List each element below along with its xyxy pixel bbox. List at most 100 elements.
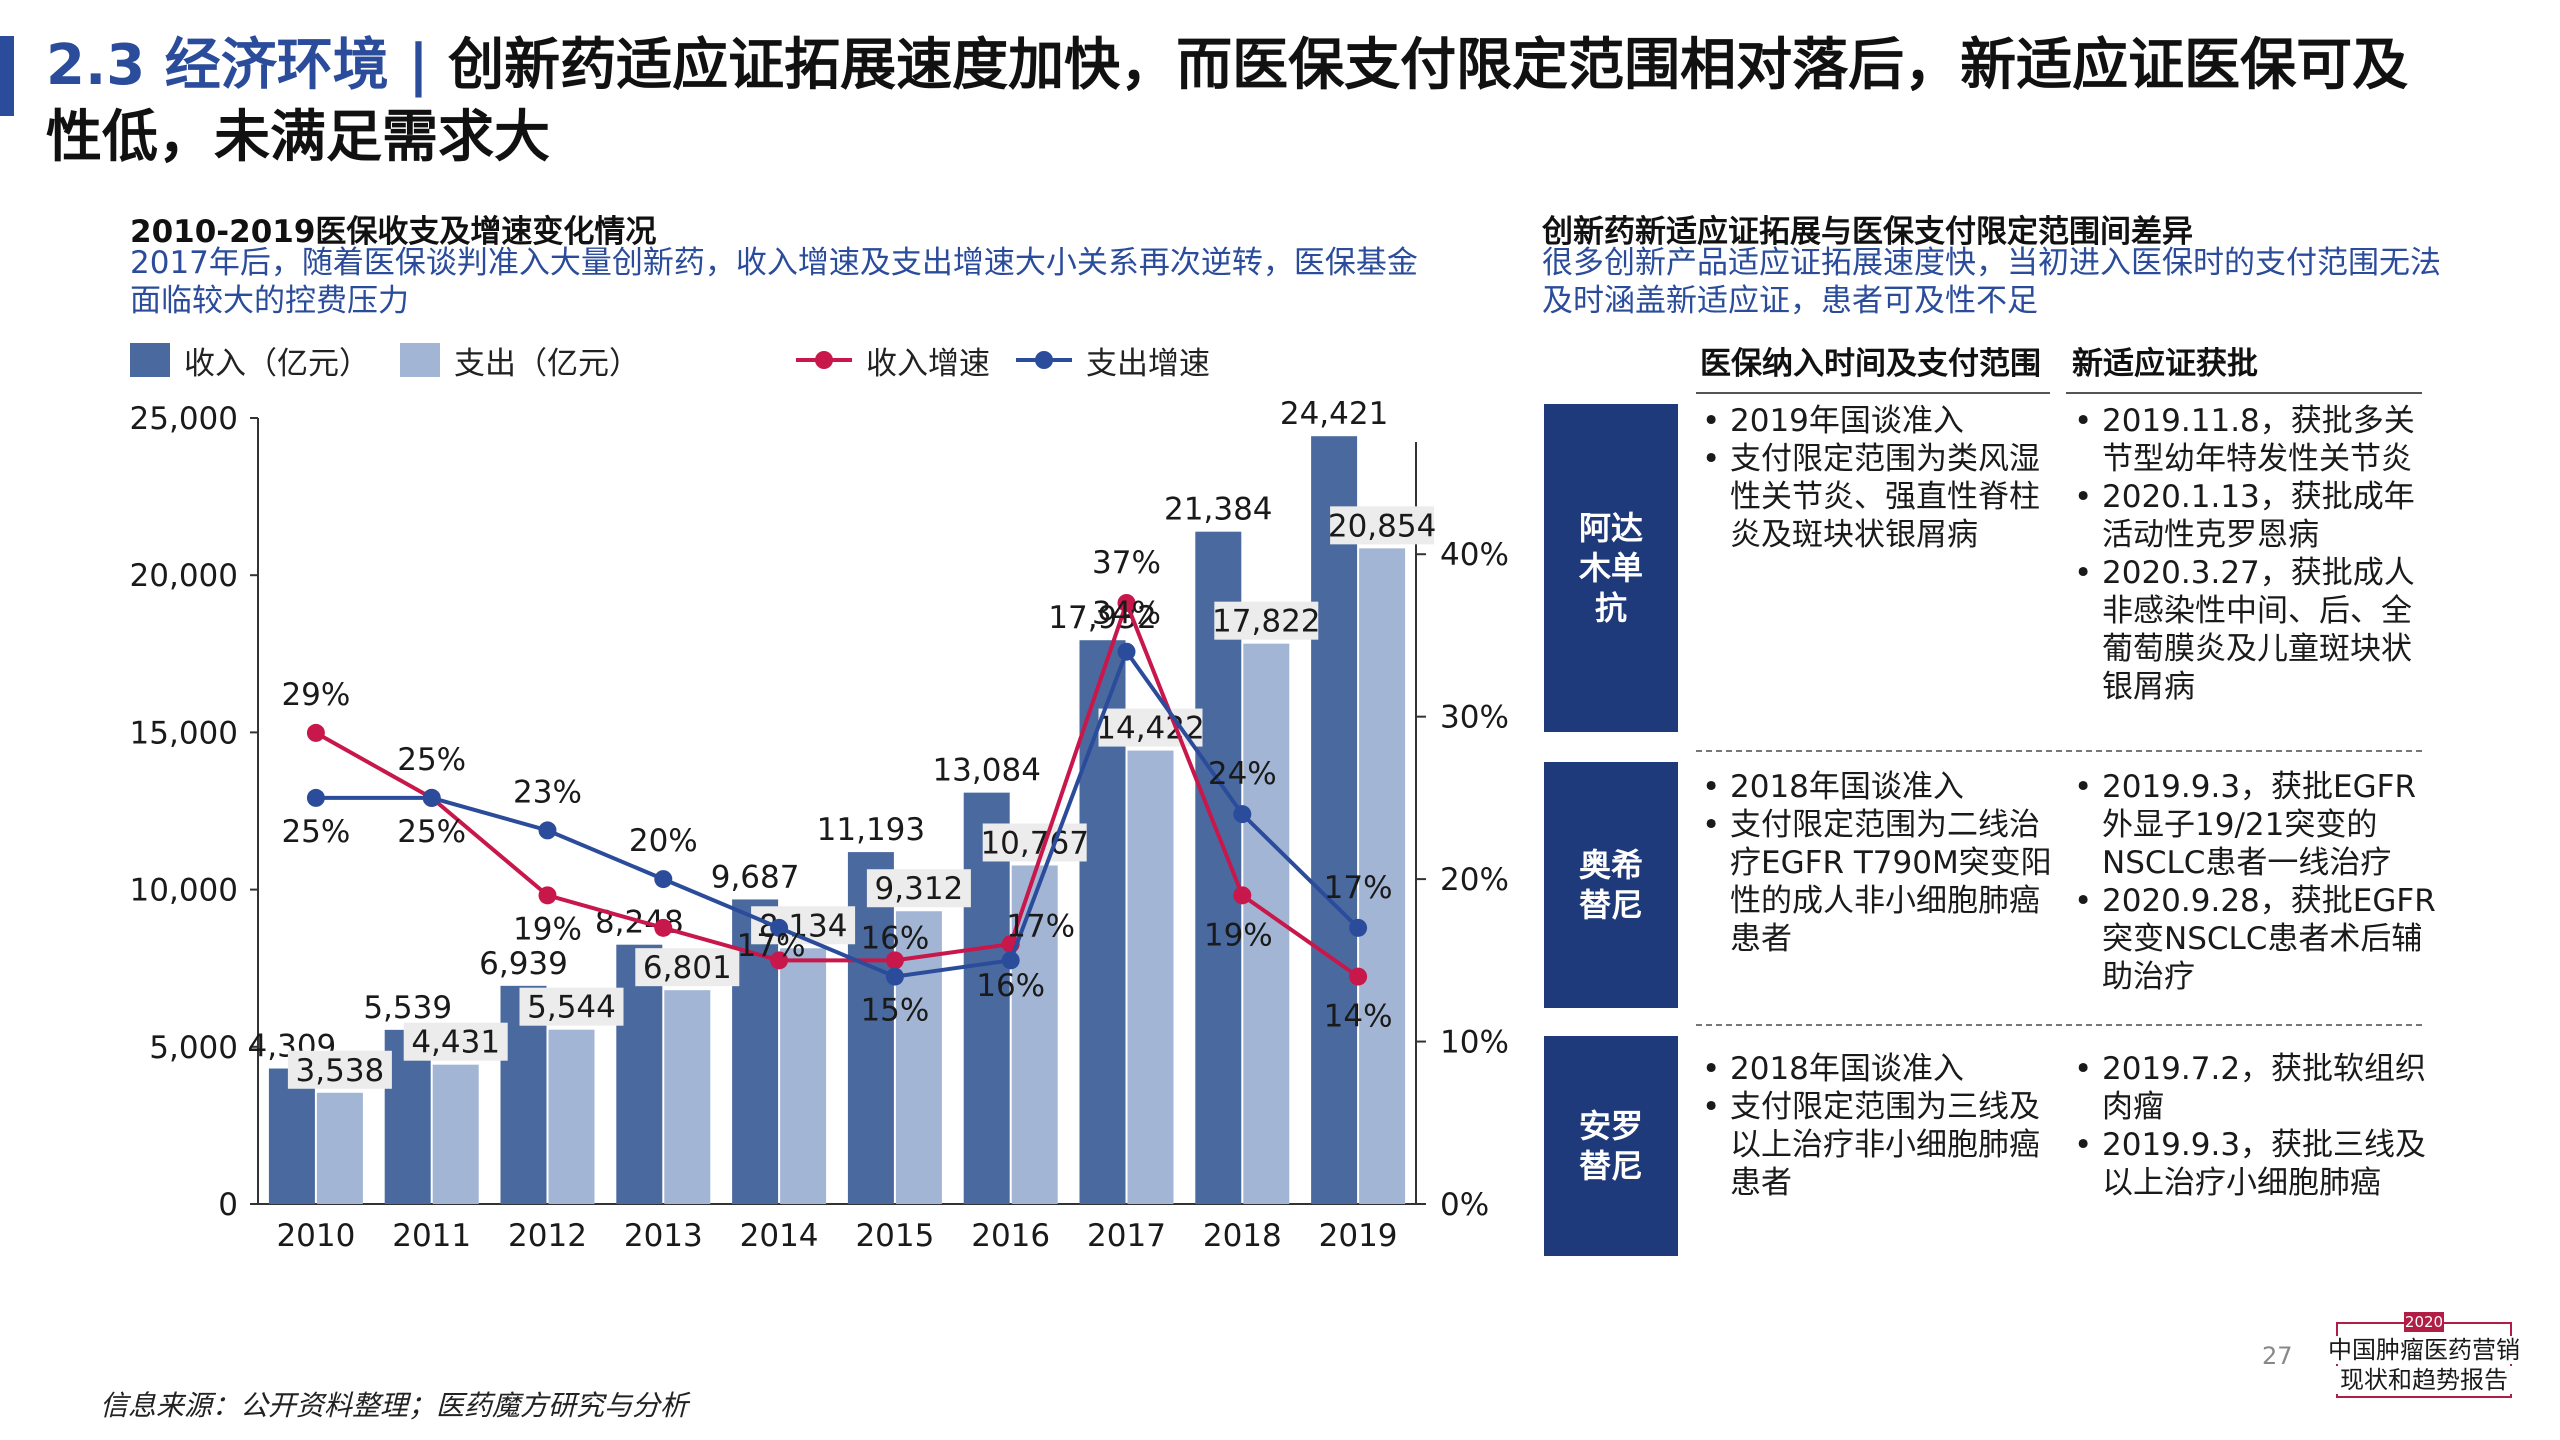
- drug-anlotinib: 安罗替尼: [1544, 1036, 1678, 1256]
- expense-label-bg: [635, 948, 740, 987]
- income-bar: [1195, 531, 1242, 1204]
- expense-growth-point: [306, 788, 325, 807]
- expense-value-label: 5,544: [527, 990, 616, 1026]
- report-logo: 2020 中国肿瘤医药营销 现状和趋势报告: [2328, 1312, 2520, 1400]
- y-tick-label-right: 0%: [1440, 1187, 1489, 1223]
- expense-label-bg: [1214, 601, 1319, 640]
- row2-approvals: 2019.9.3，获批EGFR外显子19/21突变的NSCLC患者一线治疗 20…: [2070, 768, 2436, 996]
- right-title: 创新药新适应证拓展与医保支付限定范围间差异: [1542, 214, 2193, 250]
- list-item: 2019.7.2，获批软组织肉瘤: [2070, 1050, 2436, 1126]
- expense-growth-point: [1117, 642, 1136, 661]
- legend-income-growth: 收入增速: [796, 340, 990, 382]
- legend-expense-swatch: [400, 343, 440, 377]
- income-value-label: 5,539: [363, 990, 452, 1026]
- list-item: 2019.11.8，获批多关节型幼年特发性关节炎: [2070, 402, 2436, 478]
- income-value-label: 13,084: [932, 753, 1040, 789]
- expense-growth-point: [654, 870, 673, 889]
- y-tick-label-right: 10%: [1440, 1025, 1509, 1061]
- expense-growth-label: 16%: [860, 921, 929, 957]
- income-growth-point: [885, 951, 904, 970]
- legend-income-label: 收入（亿元）: [184, 345, 370, 382]
- page-title: 2.3 经济环境 | 创新药适应证拓展速度加快，而医保支付限定范围相对落后，新适…: [46, 30, 2446, 174]
- list-item: 2019.9.3，获批EGFR外显子19/21突变的NSCLC患者一线治疗: [2070, 768, 2436, 882]
- expense-growth-label: 17%: [737, 928, 806, 964]
- drug-osimertinib: 奥希替尼: [1544, 762, 1678, 1008]
- income-growth-label: 15%: [860, 992, 929, 1028]
- expense-label-bg: [1330, 506, 1435, 545]
- expense-bar: [1359, 548, 1406, 1204]
- expense-value-label: 17,822: [1212, 604, 1320, 640]
- x-tick-label: 2010: [276, 1218, 355, 1254]
- income-growth-label: 25%: [397, 742, 466, 778]
- col-header-reimbursement: 医保纳入时间及支付范围: [1700, 346, 2041, 382]
- list-item: 2019.9.3，获批三线及以上治疗小细胞肺癌: [2070, 1126, 2436, 1202]
- expense-value-label: 9,312: [875, 871, 964, 907]
- income-growth-point: [538, 886, 557, 905]
- income-growth-point: [770, 951, 789, 970]
- list-item: 2018年国谈准入: [1698, 1050, 2058, 1088]
- expense-growth-point: [538, 821, 557, 840]
- income-growth-label: 16%: [976, 968, 1045, 1004]
- right-subtitle: 很多创新产品适应证拓展速度快，当初进入医保时的支付范围无法及时涵盖新适应证，患者…: [1542, 245, 2441, 319]
- income-value-label: 11,193: [817, 812, 925, 848]
- col2-underline: [2066, 392, 2422, 394]
- income-growth-point: [654, 918, 673, 937]
- income-growth-label: 19%: [1204, 917, 1273, 953]
- expense-value-label: 6,801: [643, 950, 732, 986]
- x-tick-label: 2016: [971, 1218, 1050, 1254]
- legend-income-swatch: [130, 343, 170, 377]
- income-growth-point: [1349, 967, 1368, 986]
- row1-approvals: 2019.11.8，获批多关节型幼年特发性关节炎 2020.1.13，获批成年活…: [2070, 402, 2436, 706]
- list-item: 2020.9.28，获批EGFR突变NSCLC患者术后辅助治疗: [2070, 882, 2436, 996]
- expense-label-bg: [982, 823, 1087, 862]
- legend-expense-label: 支出（亿元）: [454, 345, 640, 382]
- logo-line1: 中国肿瘤医药营销: [2328, 1336, 2520, 1364]
- accent-bar: [0, 36, 14, 116]
- income-bar: [1311, 436, 1358, 1205]
- x-tick-label: 2012: [508, 1218, 587, 1254]
- legend-expense: 支出（亿元）: [400, 340, 640, 382]
- page-number: 27: [2262, 1342, 2293, 1370]
- x-tick-label: 2019: [1319, 1218, 1398, 1254]
- expense-growth-point: [422, 788, 441, 807]
- expense-label-bg: [287, 1050, 392, 1089]
- expense-growth-point: [1233, 805, 1252, 824]
- expense-bar: [1127, 750, 1174, 1204]
- expense-bar: [432, 1064, 479, 1204]
- legend-income-growth-label: 收入增速: [866, 345, 990, 382]
- expense-growth-label: 23%: [513, 774, 582, 810]
- income-growth-label: 14%: [1324, 999, 1393, 1035]
- expense-growth-point: [770, 918, 789, 937]
- logo-line2: 现状和趋势报告: [2328, 1366, 2520, 1394]
- list-item: 支付限定范围为三线及以上治疗非小细胞肺癌患者: [1698, 1088, 2058, 1202]
- list-item: 2018年国谈准入: [1698, 768, 2058, 806]
- expense-growth-point: [1001, 951, 1020, 970]
- y-tick-label-left: 5,000: [149, 1030, 238, 1066]
- expense-bar: [664, 990, 711, 1204]
- y-tick-label-left: 25,000: [130, 401, 238, 437]
- income-value-label: 9,687: [711, 859, 800, 895]
- income-value-label: 24,421: [1280, 396, 1388, 432]
- income-growth-label: 19%: [513, 911, 582, 947]
- income-growth-point: [1117, 593, 1136, 612]
- income-growth-point: [306, 723, 325, 742]
- income-bar: [847, 852, 894, 1204]
- income-growth-point: [1233, 886, 1252, 905]
- revenue-expense-chart: 0 5,000 10,000 15,000 20,000 25,000 0% 10% 20% 30…: [130, 396, 1509, 1254]
- expense-label-bg: [866, 869, 971, 908]
- x-tick-label: 2014: [740, 1218, 819, 1254]
- expense-bar: [548, 1029, 595, 1204]
- expense-growth-label: 17%: [1006, 908, 1075, 944]
- expense-label-bg: [1098, 708, 1203, 747]
- y-tick-label-left: 10,000: [130, 873, 238, 909]
- list-item: 支付限定范围为二线治疗EGFR T790M突变阳性的成人非小细胞肺癌患者: [1698, 806, 2058, 958]
- legend-expense-growth-label: 支出增速: [1086, 345, 1210, 382]
- expense-growth-label: 25%: [397, 814, 466, 850]
- x-tick-label: 2013: [624, 1218, 703, 1254]
- expense-growth-line: [315, 647, 1360, 979]
- row3-approvals: 2019.7.2，获批软组织肉瘤 2019.9.3，获批三线及以上治疗小细胞肺癌: [2070, 1050, 2436, 1202]
- x-tick-label: 2018: [1203, 1218, 1282, 1254]
- legend-expense-growth: 支出增速: [1016, 340, 1210, 382]
- expense-bar: [316, 1092, 363, 1204]
- list-item: 2020.3.27，获批成人非感染性中间、后、全葡萄膜炎及儿童斑块状银屑病: [2070, 554, 2436, 706]
